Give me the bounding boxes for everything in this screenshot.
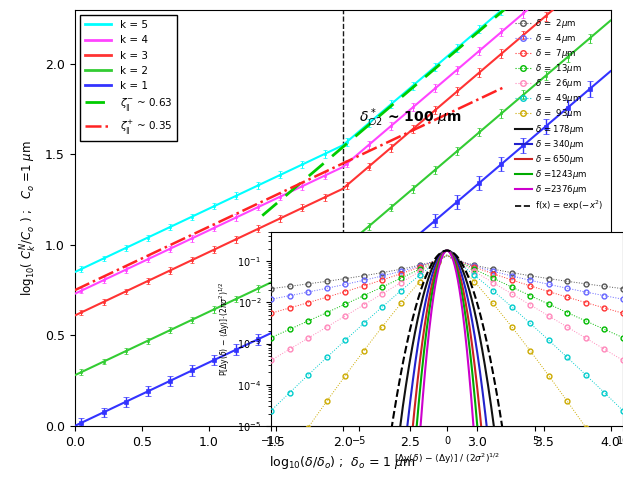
Y-axis label: P[$\Delta$y($\delta$) $-$ $\langle\Delta$y$\rangle$]$\cdot$(2$\pi\sigma^2$)$^{1/: P[$\Delta$y($\delta$) $-$ $\langle\Delta… (217, 282, 232, 377)
Text: $\delta_{\varnothing 2}^*$ ~ 100 $\mu$m: $\delta_{\varnothing 2}^*$ ~ 100 $\mu$m (359, 106, 462, 129)
X-axis label: [$\Delta$y($\delta$) $-$ $\langle\Delta$y$\rangle$] / (2$\sigma^2$)$^{1/2}$: [$\Delta$y($\delta$) $-$ $\langle\Delta$… (394, 451, 500, 466)
Legend: $\delta$ =  2$\mu$m, $\delta$ =  4$\mu$m, $\delta$ =  7$\mu$m, $\delta$ =  13$\m: $\delta$ = 2$\mu$m, $\delta$ = 4$\mu$m, … (512, 14, 606, 215)
X-axis label: log$_{10}$($\delta$/$\delta_o$) ;  $\delta_o$ = 1 $\mu$m: log$_{10}$($\delta$/$\delta_o$) ; $\delt… (269, 454, 416, 471)
Y-axis label: log$_{10}$( $C_k^N$/$C_o$ ) ;   $C_o$ =1 $\mu$m: log$_{10}$( $C_k^N$/$C_o$ ) ; $C_o$ =1 $… (19, 140, 39, 296)
